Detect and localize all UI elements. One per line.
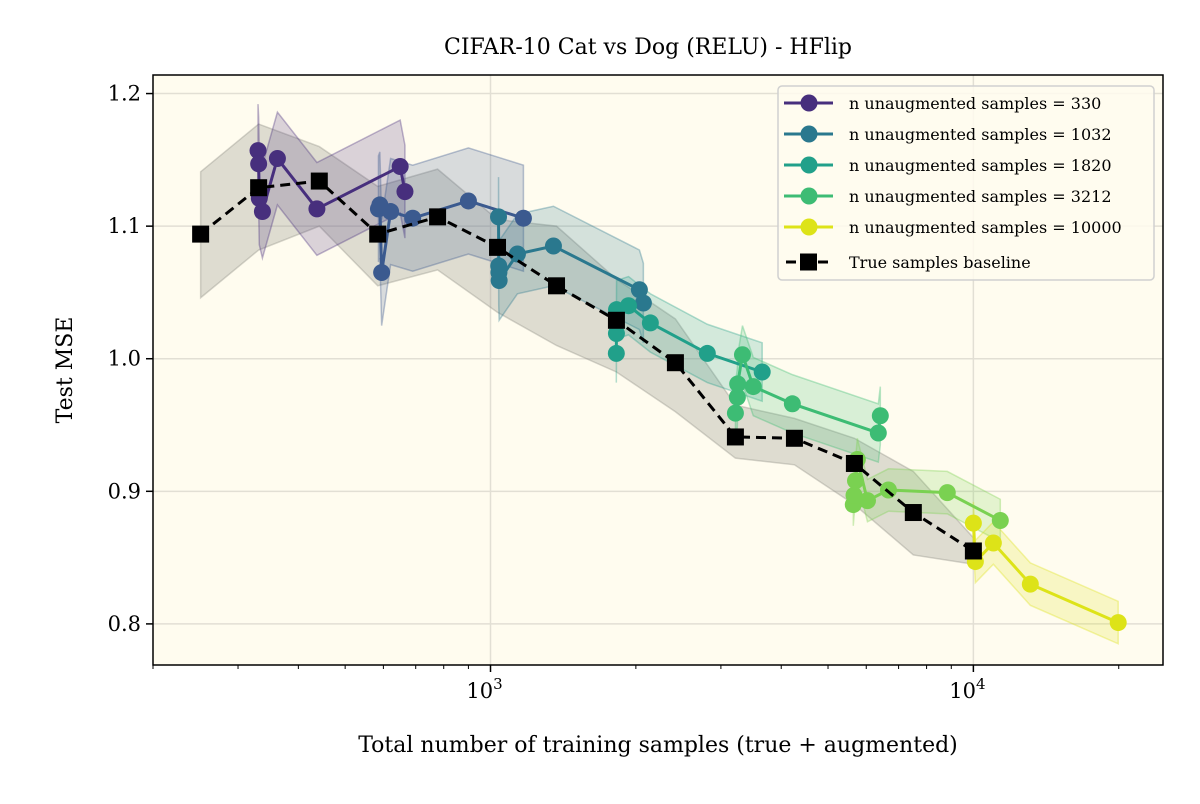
baseline-point bbox=[429, 208, 447, 226]
baseline-point bbox=[845, 454, 863, 472]
baseline-point bbox=[192, 225, 210, 243]
axes: 0.8 0.9 1.0 1.1 1.2 103 104 bbox=[108, 74, 1164, 703]
data-point bbox=[984, 534, 1002, 552]
data-point bbox=[871, 407, 889, 425]
baseline-point bbox=[904, 504, 922, 522]
y-axis-label: Test MSE bbox=[53, 317, 78, 424]
plot-frame bbox=[152, 74, 1164, 666]
data-point bbox=[544, 237, 562, 255]
data-point bbox=[373, 264, 391, 282]
baseline-point bbox=[785, 429, 803, 447]
data-point bbox=[846, 472, 864, 490]
data-point bbox=[630, 281, 648, 299]
y-tick-label: 1.2 bbox=[108, 82, 141, 106]
legend-box bbox=[777, 85, 1155, 281]
baseline-point bbox=[250, 179, 268, 197]
baseline-point bbox=[964, 542, 982, 560]
legend-label: n unaugmented samples = 330 bbox=[849, 94, 1101, 113]
chart-title: CIFAR-10 Cat vs Dog (RELU) - HFlip bbox=[444, 35, 852, 60]
data-point bbox=[607, 325, 625, 343]
data-point bbox=[250, 155, 268, 173]
data-point bbox=[729, 375, 747, 393]
data-point bbox=[253, 203, 271, 221]
x-axis-label: Total number of training samples (true +… bbox=[358, 733, 958, 758]
data-point bbox=[964, 514, 982, 532]
legend-marker bbox=[800, 218, 818, 236]
data-point bbox=[490, 272, 508, 290]
baseline-line bbox=[199, 179, 975, 553]
data-point bbox=[744, 378, 762, 396]
data-point bbox=[490, 208, 508, 226]
baseline-point bbox=[666, 354, 684, 372]
legend-marker bbox=[800, 156, 818, 174]
x-tick-label: 104 bbox=[949, 675, 985, 703]
data-point bbox=[514, 209, 532, 227]
baseline-point bbox=[726, 428, 744, 446]
data-point bbox=[991, 511, 1009, 529]
y-tick-label: 1.1 bbox=[108, 214, 141, 238]
y-tick-label: 0.8 bbox=[108, 612, 141, 636]
data-point bbox=[726, 404, 744, 422]
data-point bbox=[391, 157, 409, 175]
data-point bbox=[698, 344, 716, 362]
legend-label: n unaugmented samples = 1820 bbox=[849, 156, 1112, 175]
data-point bbox=[607, 344, 625, 362]
data-point bbox=[634, 294, 652, 312]
data-point bbox=[382, 203, 400, 221]
legend-marker bbox=[800, 253, 817, 271]
data-point bbox=[733, 346, 751, 364]
data-point bbox=[620, 297, 638, 315]
data-point bbox=[728, 388, 746, 406]
data-point bbox=[404, 209, 422, 227]
series-lines bbox=[192, 142, 1127, 632]
data-point bbox=[938, 484, 956, 502]
data-point bbox=[858, 492, 876, 510]
x-tick-label: 103 bbox=[466, 675, 502, 703]
baseline-point bbox=[310, 172, 328, 190]
data-point bbox=[783, 395, 801, 413]
legend: n unaugmented samples = 330 n unaugmented… bbox=[777, 85, 1155, 281]
data-point bbox=[268, 150, 286, 168]
data-point bbox=[753, 363, 771, 381]
data-point bbox=[845, 486, 863, 504]
legend-label: True samples baseline bbox=[849, 253, 1031, 272]
data-point bbox=[508, 245, 526, 263]
y-tick-label: 1.0 bbox=[108, 347, 141, 371]
data-point bbox=[308, 200, 326, 218]
baseline-point bbox=[607, 311, 625, 329]
data-point bbox=[396, 183, 414, 201]
legend-marker bbox=[800, 125, 818, 143]
y-tick-label: 0.9 bbox=[108, 479, 141, 503]
legend-label: n unaugmented samples = 1032 bbox=[849, 125, 1112, 144]
legend-label: n unaugmented samples = 10000 bbox=[849, 218, 1122, 237]
data-point bbox=[641, 314, 659, 332]
data-point bbox=[249, 142, 267, 160]
legend-label: n unaugmented samples = 3212 bbox=[849, 187, 1112, 206]
data-point bbox=[1021, 575, 1039, 593]
legend-marker bbox=[800, 94, 818, 112]
legend-marker bbox=[800, 187, 818, 205]
data-point bbox=[459, 192, 477, 210]
baseline-point bbox=[548, 277, 566, 295]
data-point bbox=[869, 424, 887, 442]
baseline-point bbox=[369, 225, 387, 243]
data-point bbox=[1109, 614, 1127, 632]
baseline-point bbox=[489, 238, 507, 256]
